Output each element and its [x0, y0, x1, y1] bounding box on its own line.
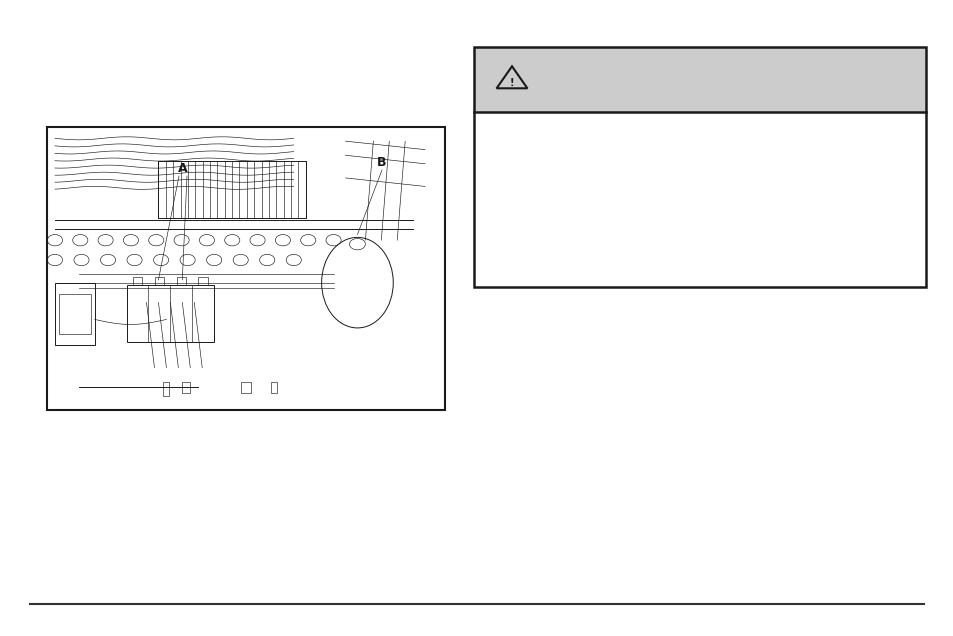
Bar	[474, 112, 925, 287]
Bar	[271, 382, 276, 393]
Bar	[59, 294, 91, 334]
Bar	[176, 277, 186, 286]
Bar	[474, 47, 925, 112]
Bar	[55, 282, 94, 345]
Text: !: !	[509, 78, 514, 88]
Bar	[474, 47, 925, 287]
Bar	[182, 382, 190, 393]
Bar	[158, 161, 305, 218]
Bar	[163, 382, 170, 396]
Bar	[132, 277, 142, 286]
Text: B: B	[376, 155, 386, 169]
Bar	[198, 277, 208, 286]
Bar	[241, 382, 251, 393]
Bar	[127, 286, 213, 342]
Bar	[154, 277, 164, 286]
Bar	[47, 127, 444, 410]
Text: A: A	[178, 162, 188, 174]
